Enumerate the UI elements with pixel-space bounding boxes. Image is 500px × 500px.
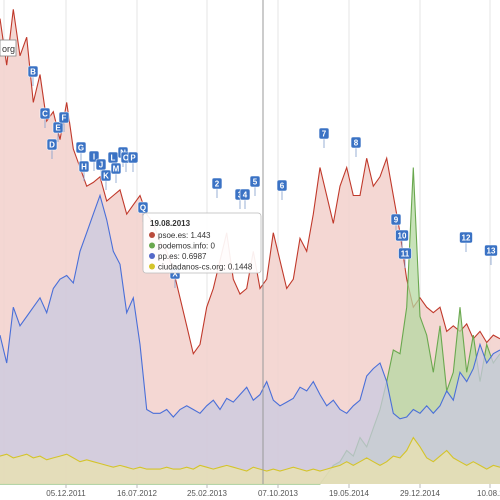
- event-flag[interactable]: 2: [211, 177, 223, 198]
- tooltip-series-value: podemos.info: 0: [158, 242, 215, 251]
- svg-text:C: C: [42, 110, 48, 119]
- svg-text:5: 5: [253, 178, 258, 187]
- svg-text:O: O: [123, 154, 129, 163]
- tooltip-series-marker: [149, 232, 155, 238]
- event-flag[interactable]: P: [127, 151, 139, 172]
- event-flag[interactable]: 12: [459, 231, 473, 252]
- tooltip-rows: psoe.es: 1.443 podemos.info: 0pp.es: 0.69…: [149, 231, 253, 272]
- svg-text:K: K: [103, 172, 109, 181]
- svg-text:J: J: [99, 161, 103, 170]
- svg-text:Q: Q: [140, 204, 146, 213]
- event-flags: BCDEFGHIJKLMNOPQX2345678910111213: [27, 65, 498, 288]
- series-line-pp-es[interactable]: [0, 193, 500, 420]
- event-flag[interactable]: 9: [390, 213, 402, 234]
- x-tick-label: 07.10.2013: [258, 489, 299, 498]
- event-flag[interactable]: 10: [395, 229, 409, 250]
- series-area-pp-es: [0, 195, 500, 484]
- event-flag[interactable]: E: [52, 121, 64, 142]
- svg-text:4: 4: [243, 191, 248, 200]
- event-flag[interactable]: B: [27, 65, 39, 86]
- event-flag[interactable]: 7: [318, 127, 330, 148]
- x-tick-label: 16.07.2012: [117, 489, 158, 498]
- svg-text:11: 11: [401, 250, 410, 259]
- svg-text:I: I: [93, 153, 95, 162]
- tooltip-date: 19.08.2013: [150, 219, 191, 228]
- svg-text:L: L: [111, 154, 116, 163]
- event-flag[interactable]: 11: [398, 247, 412, 268]
- x-tick-label: 19.05.2014: [329, 489, 370, 498]
- series-line-ciudadanos-cs-org[interactable]: [0, 436, 500, 472]
- event-flag[interactable]: D: [46, 138, 58, 159]
- svg-text:12: 12: [462, 234, 471, 243]
- svg-text:E: E: [55, 124, 61, 133]
- event-flag[interactable]: Q: [137, 201, 149, 222]
- svg-text:2: 2: [215, 180, 220, 189]
- series-label-fragment: org: [2, 44, 15, 54]
- tooltip-series-value: pp.es: 0.6987: [158, 252, 207, 261]
- svg-text:8: 8: [354, 139, 359, 148]
- x-tick-label: 29.12.2014: [400, 489, 441, 498]
- event-flag[interactable]: F: [58, 111, 70, 132]
- event-flag[interactable]: H: [78, 160, 90, 181]
- event-flag[interactable]: 13: [484, 244, 498, 265]
- svg-text:13: 13: [487, 247, 496, 256]
- svg-text:X: X: [172, 270, 178, 279]
- svg-text:9: 9: [394, 216, 399, 225]
- event-flag[interactable]: G: [75, 141, 87, 162]
- series-area-ciudadanos-cs-org: [0, 437, 500, 484]
- tooltip-series-marker: [149, 253, 155, 259]
- event-flag[interactable]: 5: [249, 175, 261, 196]
- svg-text:M: M: [113, 165, 120, 174]
- series-layer[interactable]: [0, 9, 500, 485]
- x-tick-label: 10.08.2: [477, 489, 500, 498]
- svg-text:H: H: [81, 163, 87, 172]
- svg-text:D: D: [49, 141, 55, 150]
- event-flag[interactable]: K: [100, 169, 112, 190]
- x-axis: 05.12.2011 16.07.2012 25.02.2013 07.10.2013…: [46, 484, 500, 498]
- tooltip-series-marker: [149, 263, 155, 270]
- tooltip-series-value: psoe.es: 1.443: [158, 231, 211, 240]
- svg-text:10: 10: [398, 232, 407, 241]
- svg-text:6: 6: [280, 182, 285, 191]
- hover-tooltip: 19.08.2013 psoe.es: 1.443 podemos.info: 0…: [142, 212, 262, 274]
- x-tick-label: 05.12.2011: [46, 489, 86, 498]
- event-flag[interactable]: M: [110, 162, 122, 183]
- event-flag[interactable]: 8: [350, 136, 362, 157]
- svg-text:P: P: [130, 154, 136, 163]
- tooltip-box: [142, 212, 262, 274]
- x-tick-label: 25.02.2013: [187, 489, 228, 498]
- event-flag[interactable]: C: [39, 107, 51, 128]
- event-flag[interactable]: 4: [239, 188, 251, 209]
- tooltip-series-value: ciudadanos-cs.org: 0.1448: [158, 263, 253, 272]
- svg-text:G: G: [78, 144, 84, 153]
- svg-text:B: B: [30, 68, 36, 77]
- svg-text:7: 7: [322, 130, 327, 139]
- tooltip-series-marker: [149, 242, 155, 249]
- event-flag[interactable]: 6: [276, 179, 288, 200]
- svg-text:F: F: [62, 114, 67, 123]
- series-label-fragment-box: org: [0, 39, 17, 57]
